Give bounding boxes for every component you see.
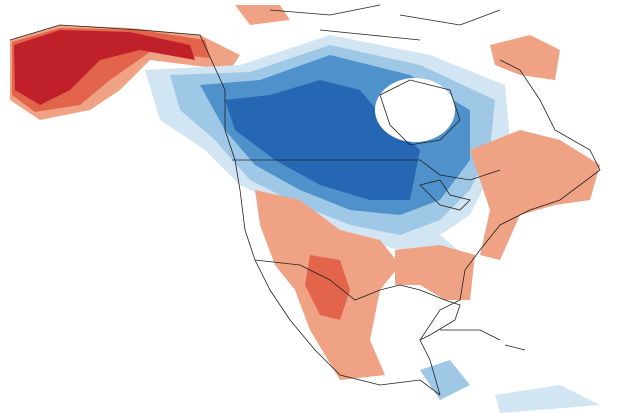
south-america-cool [495,385,600,413]
us-canada-border [232,159,501,181]
hudson-bay [379,79,461,146]
strong-cool-area [225,80,420,200]
arctic-islands [269,4,501,41]
alaska-warm-region [10,25,240,120]
west-coast [9,24,441,396]
southwest-warm-region [235,5,600,413]
east-coast [419,59,601,396]
arctic-mild-warm [235,5,290,25]
canada-cool-region [145,35,510,260]
alaska-strong-warm [14,30,195,105]
gulf-of-mexico [399,284,461,341]
se-mild-warm [395,245,475,300]
great-lakes [419,179,471,211]
hudson-bay-land-gap [375,78,455,142]
labrador-mild-warm [490,35,560,80]
coastlines [9,4,601,396]
us-mexico-border [254,259,401,301]
caribbean-islands [440,329,526,351]
ne-mild-warm [470,130,600,260]
sw-warm [305,255,350,320]
